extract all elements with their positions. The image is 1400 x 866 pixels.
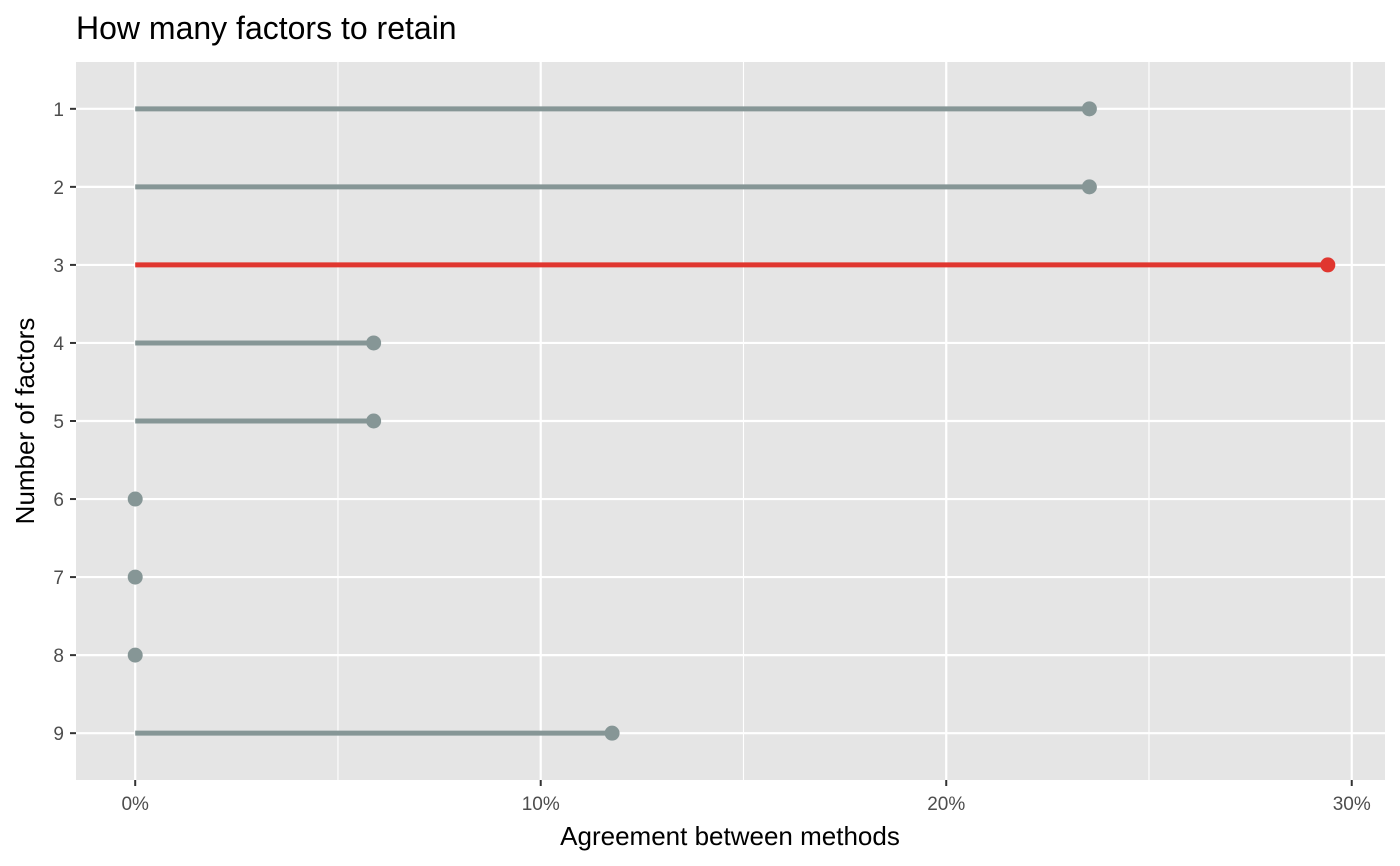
x-axis-title: Agreement between methods xyxy=(560,821,900,851)
lollipop-marks xyxy=(127,101,1336,741)
lollipop-point-6 xyxy=(127,491,143,507)
y-tick-label: 9 xyxy=(53,724,64,745)
y-axis: 1 2 3 4 5 6 7 8 9 xyxy=(53,100,76,745)
lollipop-point-3 xyxy=(1320,257,1336,273)
lollipop-point-5 xyxy=(366,413,382,429)
y-tick-label: 6 xyxy=(53,490,64,511)
lollipop-point-7 xyxy=(127,569,143,585)
y-axis-title: Number of factors xyxy=(10,318,40,525)
x-tick-label: 0% xyxy=(121,794,149,815)
lollipop-point-8 xyxy=(127,647,143,663)
lollipop-point-9 xyxy=(604,725,620,741)
y-tick-label: 8 xyxy=(53,646,64,667)
x-axis: 0% 10% 20% 30% xyxy=(121,780,1371,815)
lollipop-point-2 xyxy=(1081,179,1097,195)
y-tick-label: 7 xyxy=(53,568,64,589)
y-tick-label: 1 xyxy=(53,100,64,121)
x-tick-label: 10% xyxy=(522,794,560,815)
chart-title: How many factors to retain xyxy=(76,10,457,46)
y-tick-label: 2 xyxy=(53,178,64,199)
y-tick-label: 5 xyxy=(53,412,64,433)
x-tick-label: 20% xyxy=(927,794,965,815)
lollipop-point-1 xyxy=(1081,101,1097,117)
x-tick-label: 30% xyxy=(1333,794,1371,815)
y-tick-label: 4 xyxy=(53,334,64,355)
lollipop-point-4 xyxy=(366,335,382,351)
y-tick-label: 3 xyxy=(53,256,64,277)
